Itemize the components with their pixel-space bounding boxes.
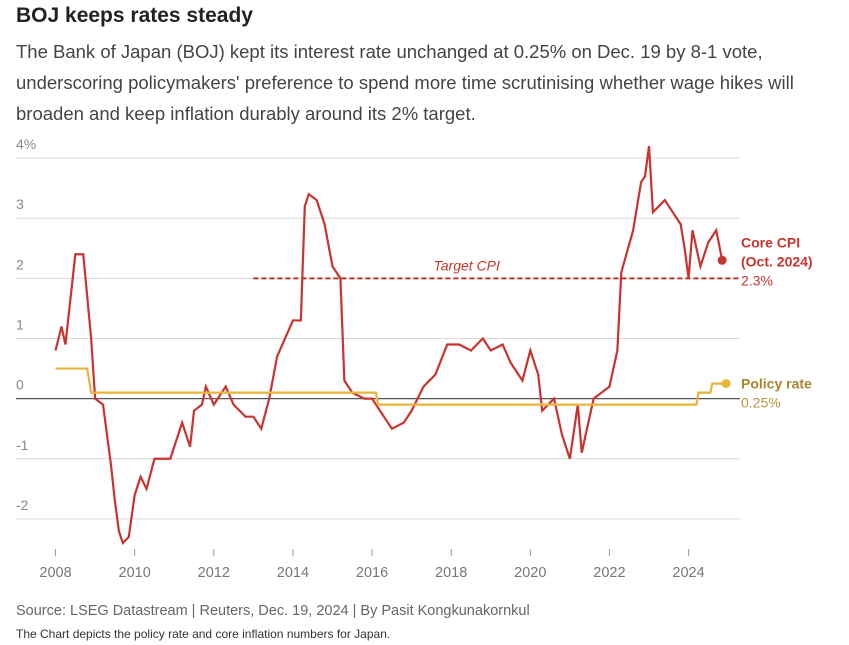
x-tick-label: 2018 [435, 565, 467, 581]
chart: 4% 3 2 1 0 -1 -2 2008 2010 2012 2014 2016 2018 2020 20… [16, 136, 813, 581]
end-value-label: 2.3% [741, 272, 773, 288]
y-tick-label: -2 [16, 497, 29, 513]
x-tick-label: 2020 [514, 565, 546, 581]
x-tick-label: 2014 [277, 565, 309, 581]
x-tick-label: 2012 [198, 565, 230, 581]
x-tick-label: 2024 [672, 565, 704, 581]
series-line [54, 145, 724, 546]
y-tick-label: 4% [16, 136, 36, 152]
source: Source: LSEG Datastream | Reuters, Dec. … [16, 603, 530, 619]
end-dot [721, 379, 731, 389]
x-tick-label: 2010 [119, 565, 151, 581]
end-value-label: 0.25% [741, 395, 781, 411]
x-tick-label: 2008 [39, 565, 71, 581]
chart-title: BOJ keeps rates steady [16, 4, 253, 27]
x-tick-label: 2022 [593, 565, 625, 581]
y-tick-label: 2 [16, 256, 24, 272]
x-tick-label: 2016 [356, 565, 388, 581]
series-line [55, 367, 727, 406]
y-tick-label: -1 [16, 437, 29, 453]
legend-label: Core CPI [741, 234, 800, 250]
note: The Chart depicts the policy rate and co… [16, 627, 391, 641]
target-label: Target CPI [433, 257, 500, 273]
end-dot [717, 255, 727, 265]
y-tick-label: 3 [16, 196, 24, 212]
legend-sublabel: (Oct. 2024) [741, 253, 813, 269]
chart-subtitle: The Bank of Japan (BOJ) kept its interes… [16, 41, 794, 124]
legend-label: Policy rate [741, 376, 812, 392]
y-tick-label: 1 [16, 316, 24, 332]
y-tick-label: 0 [16, 377, 24, 393]
